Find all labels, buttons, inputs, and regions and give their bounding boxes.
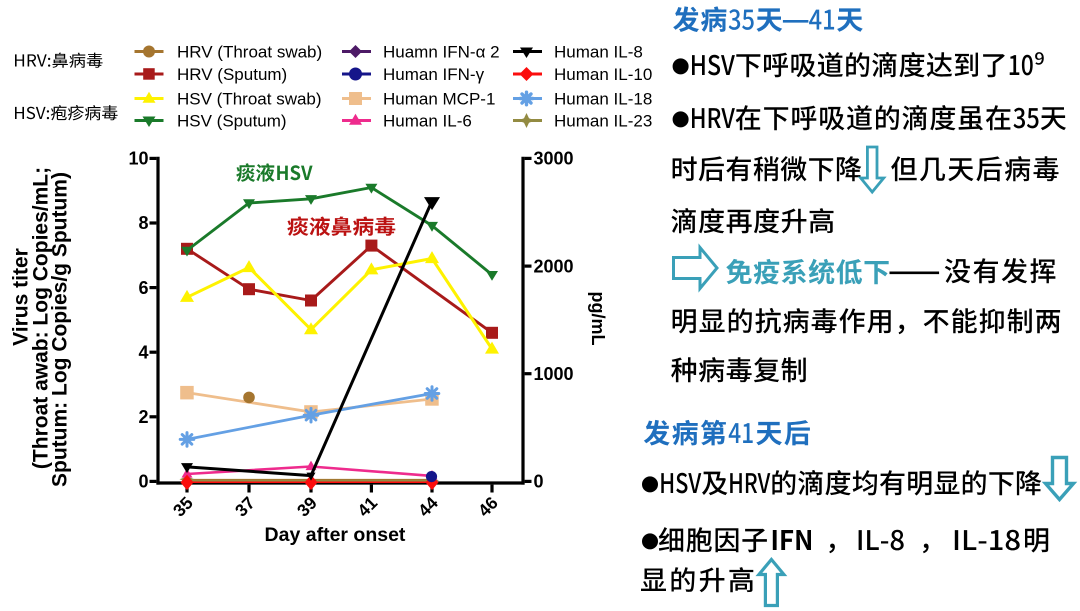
svg-text:Human IL-6: Human IL-6 [383,112,472,131]
svg-text:41: 41 [353,492,381,520]
svg-text:Huamn IFN-α 2: Huamn IFN-α 2 [383,43,500,62]
svg-text:44: 44 [414,492,442,520]
svg-text:HSV (Sputum): HSV (Sputum) [177,112,287,131]
svg-text:2000: 2000 [534,256,574,276]
svg-text:HRV (Sputum): HRV (Sputum) [177,65,287,84]
svg-text:Human IL-18: Human IL-18 [554,90,652,109]
svg-text:37: 37 [231,493,259,521]
svg-text:0: 0 [534,472,544,492]
svg-text:4: 4 [138,342,148,362]
svg-text:Human MCP-1: Human MCP-1 [383,90,495,109]
svg-text:Day after onset: Day after onset [265,524,406,546]
svg-text:HSV (Throat swab): HSV (Throat swab) [177,90,322,109]
svg-text:Sputum: Log Copies/g Sputum): Sputum: Log Copies/g Sputum) [49,172,72,487]
svg-text:Human IL-10: Human IL-10 [554,65,652,84]
svg-text:Human IL-23: Human IL-23 [554,112,652,131]
svg-text:10: 10 [128,149,148,169]
svg-text:3000: 3000 [534,149,574,169]
svg-text:8: 8 [138,213,148,233]
svg-text:Human IFN-γ: Human IFN-γ [383,65,485,84]
svg-text:pg/mL: pg/mL [588,292,608,346]
svg-text:1000: 1000 [534,364,574,384]
svg-text:2: 2 [138,407,148,427]
svg-text:Human IL-8: Human IL-8 [554,43,643,62]
svg-text:35: 35 [169,492,197,520]
svg-text:0: 0 [138,472,148,492]
svg-text:Virus titer: Virus titer [10,248,33,346]
svg-text:HRV (Throat swab): HRV (Throat swab) [177,43,322,62]
svg-text:6: 6 [138,278,148,298]
svg-text:(Throat awab: Log Copies/mL;: (Throat awab: Log Copies/mL; [30,167,53,469]
svg-text:39: 39 [293,492,321,520]
svg-text:46: 46 [474,492,502,520]
